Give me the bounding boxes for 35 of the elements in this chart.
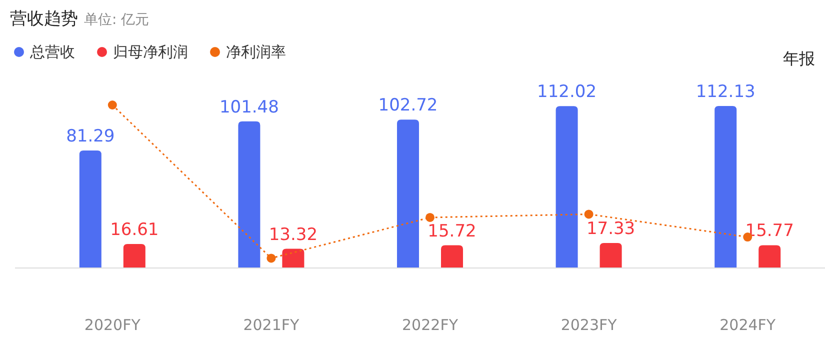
data-label: 112.02 bbox=[537, 82, 597, 102]
point bbox=[426, 212, 434, 222]
legend-label: 总营收 bbox=[29, 43, 75, 61]
data-label: 112.13 bbox=[696, 82, 756, 102]
bar bbox=[282, 248, 304, 268]
data-label: 15.77 bbox=[745, 221, 794, 242]
x-tick-label: 2024FY bbox=[720, 316, 776, 334]
x-tick-label: 2023FY bbox=[560, 316, 618, 334]
bar bbox=[79, 150, 102, 268]
data-label: 102.72 bbox=[378, 96, 438, 116]
x-tick-label: 2021FY bbox=[243, 316, 300, 334]
point bbox=[108, 100, 117, 110]
x-tick-label: 2020FY bbox=[84, 316, 142, 334]
point bbox=[584, 210, 594, 219]
bar bbox=[238, 121, 260, 268]
legend-label: 净利润率 bbox=[226, 43, 286, 61]
bar bbox=[397, 120, 419, 268]
bar bbox=[714, 106, 737, 268]
bar bbox=[758, 245, 781, 268]
data-label: 16.61 bbox=[110, 220, 159, 240]
point bbox=[266, 254, 276, 263]
text: 年报 bbox=[783, 49, 815, 68]
bar bbox=[441, 245, 463, 268]
data-label: 13.32 bbox=[268, 224, 318, 245]
x-tick-label: 2022FY bbox=[402, 316, 459, 334]
data-label: 101.48 bbox=[219, 97, 279, 118]
chart-title: 营收趋势 bbox=[10, 9, 78, 29]
legend-label: 归母净利润 bbox=[113, 43, 188, 61]
bar bbox=[123, 244, 146, 268]
bar bbox=[600, 242, 622, 268]
data-label: 81.29 bbox=[66, 126, 115, 147]
chart-subtitle: 单位: 亿元 bbox=[84, 12, 150, 28]
bar bbox=[556, 106, 578, 268]
data-label: 17.33 bbox=[586, 218, 636, 239]
data-label: 15.72 bbox=[428, 221, 476, 242]
